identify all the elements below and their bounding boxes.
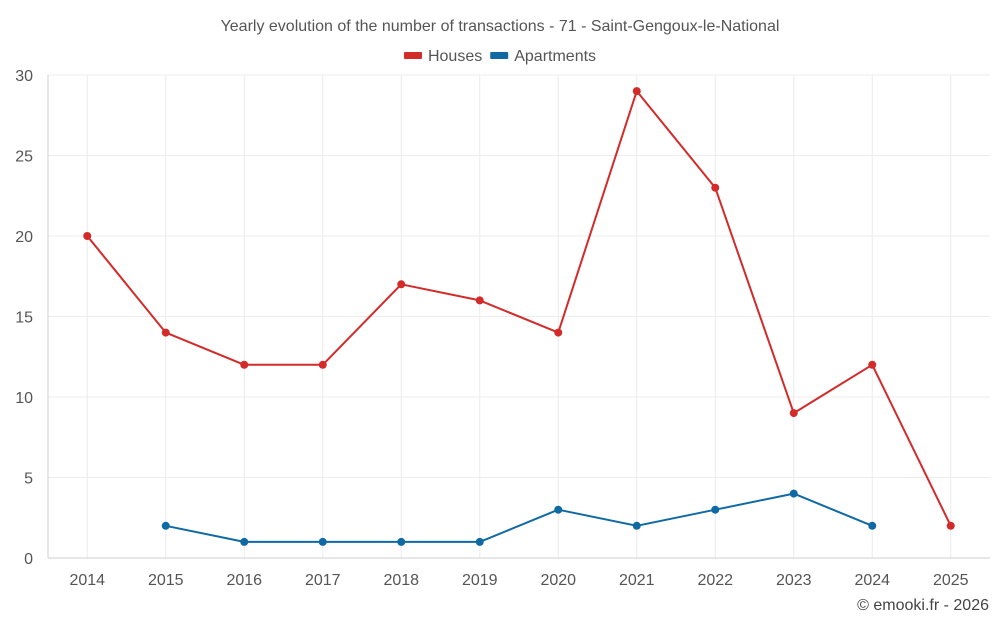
data-point-apartments <box>475 537 484 546</box>
data-point-apartments <box>554 505 563 514</box>
legend-item-houses: Houses <box>403 48 482 65</box>
x-tick-label: 2016 <box>226 572 262 589</box>
x-tick-label: 2019 <box>462 572 498 589</box>
legend-swatch-houses <box>403 52 422 59</box>
x-tick-label: 2015 <box>148 572 184 589</box>
chart-title: Yearly evolution of the number of transa… <box>221 18 780 35</box>
series-line-houses <box>86 90 952 527</box>
y-tick-label: 30 <box>15 68 33 85</box>
data-point-apartments <box>711 505 720 514</box>
data-point-apartments <box>397 537 406 546</box>
legend-swatch-apartments <box>490 52 509 59</box>
data-point-houses <box>632 87 641 96</box>
x-tick-label: 2014 <box>69 572 105 589</box>
x-tick-label: 2017 <box>305 572 341 589</box>
data-point-houses <box>868 360 877 369</box>
y-tick-label: 15 <box>15 310 33 327</box>
y-tick-label: 10 <box>15 390 33 407</box>
data-point-houses <box>83 232 92 240</box>
data-point-houses <box>946 521 955 530</box>
data-point-houses <box>554 328 563 337</box>
legend: Houses Apartments <box>403 48 596 65</box>
series-layer <box>83 87 955 546</box>
x-tick-label: 2018 <box>383 572 419 589</box>
data-point-houses <box>789 409 798 418</box>
legend-item-apartments: Apartments <box>490 48 596 65</box>
y-tick-label: 25 <box>15 149 33 166</box>
series-line-apartments <box>165 492 873 543</box>
data-point-apartments <box>789 489 798 498</box>
x-tick-label: 2022 <box>697 572 733 589</box>
y-tick-label: 5 <box>24 471 33 488</box>
x-tick-label: 2021 <box>619 572 655 589</box>
data-point-houses <box>711 183 720 192</box>
data-point-apartments <box>868 521 877 530</box>
data-point-houses <box>161 328 170 337</box>
x-tick-label: 2025 <box>933 572 969 589</box>
data-point-houses <box>318 360 327 369</box>
data-point-houses <box>475 296 484 305</box>
data-point-apartments <box>161 521 170 530</box>
y-tick-label: 20 <box>15 229 33 246</box>
legend-label-apartments: Apartments <box>514 48 596 65</box>
x-tick-label: 2024 <box>854 572 890 589</box>
data-point-apartments <box>240 537 249 546</box>
x-tick-label: 2023 <box>776 572 812 589</box>
data-point-houses <box>397 280 406 289</box>
data-point-houses <box>240 360 249 369</box>
data-point-apartments <box>632 521 641 530</box>
y-tick-label: 0 <box>24 551 33 568</box>
x-tick-label: 2020 <box>540 572 576 589</box>
legend-label-houses: Houses <box>428 48 482 65</box>
credit-text: © emooki.fr - 2026 <box>857 597 989 614</box>
grid <box>48 74 990 558</box>
data-point-apartments <box>318 537 327 546</box>
